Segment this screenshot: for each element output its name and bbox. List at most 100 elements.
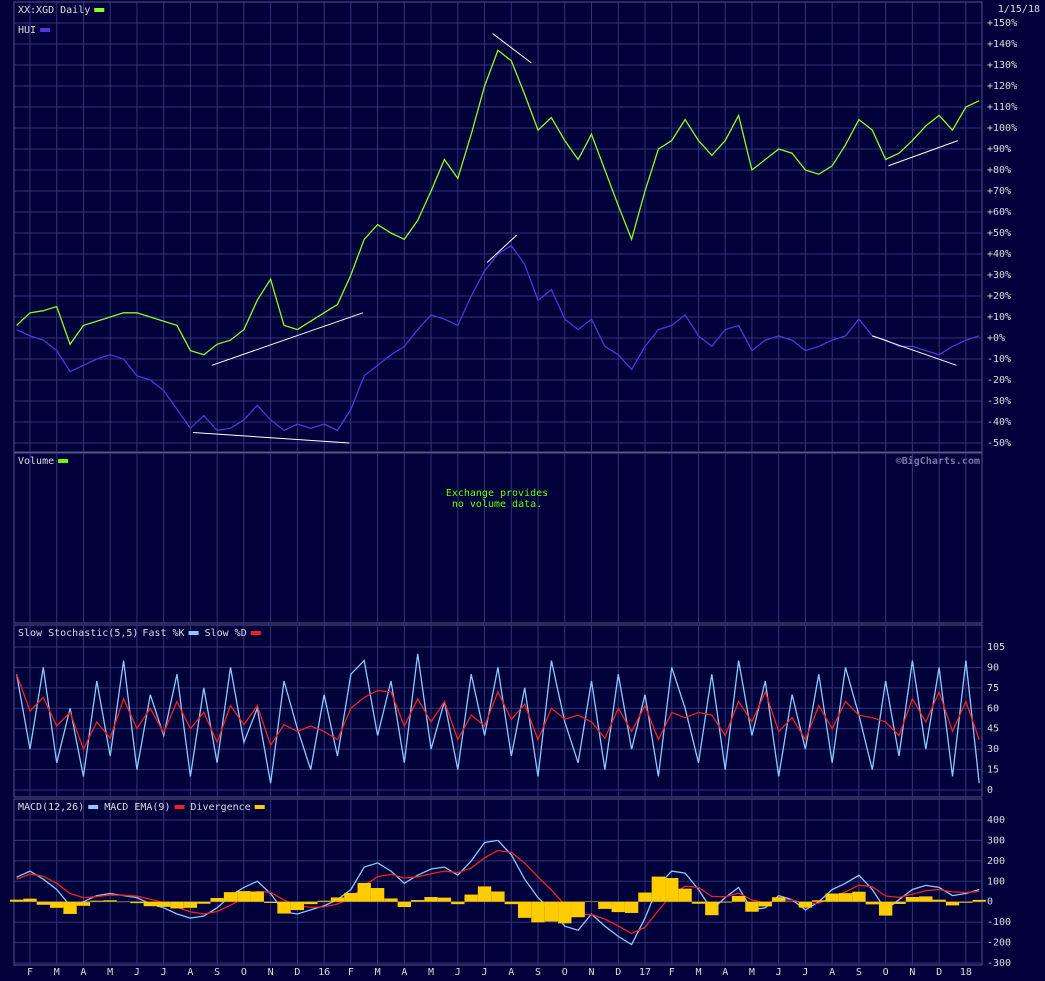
y-tick-label: 75 [987,683,999,694]
divergence-bar [223,892,238,902]
message: no volume data. [452,499,542,510]
divergence-bar [384,898,398,902]
x-tick-label: M [695,967,701,978]
y-tick-label: +80% [987,165,1011,176]
x-tick-label: A [829,967,835,978]
y-tick-label: +140% [987,39,1017,50]
divergence-bar [170,901,184,909]
x-tick-label: J [455,967,461,978]
y-tick-label: +40% [987,249,1011,260]
divergence-bar [665,878,679,902]
divergence-bar [451,901,465,905]
legend-label: Divergence [190,802,250,813]
divergence-bar [878,901,893,916]
x-tick-label: F [27,967,33,978]
divergence-bar [758,901,773,907]
legend-label: Fast %K [142,628,184,639]
y-tick-label: +150% [987,18,1017,29]
trendline [888,140,959,167]
divergence-bar [36,901,51,905]
divergence-bar [919,896,933,902]
legend-label: XX:XGD Daily [18,5,90,16]
trendline [211,312,364,366]
x-tick-label: N [268,967,274,978]
divergence-bar [143,901,157,907]
x-tick-label: M [749,967,755,978]
divergence-bar [678,888,692,902]
x-tick-label: M [107,967,113,978]
divergence-bar [103,900,117,902]
y-tick-label: -50% [987,438,1011,449]
divergence-bar [772,897,786,902]
x-tick-label: F [348,967,354,978]
divergence-bar [397,901,412,908]
x-tick-label: N [588,967,594,978]
x-tick-label: D [936,967,942,978]
legend-swatch [174,805,185,809]
divergence-bar [558,901,572,924]
y-tick-label: +90% [987,144,1011,155]
legend-label: MACD(12,26) [18,802,84,813]
y-tick-label: -20% [987,375,1011,386]
y-tick-label: +50% [987,228,1011,239]
divergence-bar [130,901,144,904]
panel-frame [13,624,983,798]
y-tick-label: 0 [987,897,993,908]
x-tick-label: 18 [960,967,972,978]
x-tick-label: J [802,967,808,978]
divergence-bar [290,901,305,911]
divergence-bar [638,892,652,902]
x-tick-label: A [80,967,86,978]
divergence-bar [517,901,532,918]
y-tick-label: +30% [987,270,1011,281]
y-tick-label: 30 [987,744,999,755]
y-tick-label: -30% [987,396,1011,407]
y-tick-label: 45 [987,724,999,735]
divergence-bar [905,897,920,902]
divergence-bar [932,899,946,902]
y-tick-label: 90 [987,662,999,673]
y-tick-label: -40% [987,417,1011,428]
x-tick-label: D [615,967,621,978]
x-tick-label: J [776,967,782,978]
divergence-bar [945,901,960,906]
y-tick-label: +10% [987,312,1011,323]
divergence-bar [865,901,879,905]
panel-frame [13,1,983,453]
x-tick-label: F [669,967,675,978]
divergence-bar [651,876,666,902]
message: Exchange provides [446,488,548,499]
divergence-bar [90,900,104,902]
divergence-bar [611,901,625,913]
divergence-bar [411,900,425,902]
divergence-bar [370,888,385,902]
x-tick-label: S [535,967,541,978]
divergence-bar [598,901,612,909]
divergence-bar [63,901,77,914]
divergence-bar [23,898,37,902]
divergence-bar [544,901,559,922]
x-tick-label: O [241,967,247,978]
legend-label: Slow Stochastic(5,5) [18,628,138,639]
divergence-bar [210,898,224,902]
y-tick-label: 105 [987,642,1005,653]
legend-label: HUI [18,25,36,36]
y-tick-label: 0 [987,785,993,796]
y-tick-label: 100 [987,876,1005,887]
y-tick-label: -10% [987,354,1011,365]
divergence-bar [464,894,478,902]
x-tick-label: 16 [318,967,330,978]
series-line [15,673,980,751]
divergence-bar [317,900,331,902]
divergence-bar [798,901,813,908]
y-tick-label: +120% [987,81,1017,92]
divergence-bar [156,901,171,907]
legend-swatch [88,805,99,809]
x-tick-label: 17 [639,967,651,978]
x-tick-label: J [482,967,488,978]
divergence-bar [250,891,264,902]
divergence-bar [571,901,585,918]
divergence-bar [691,901,706,904]
divergence-bar [9,899,24,902]
